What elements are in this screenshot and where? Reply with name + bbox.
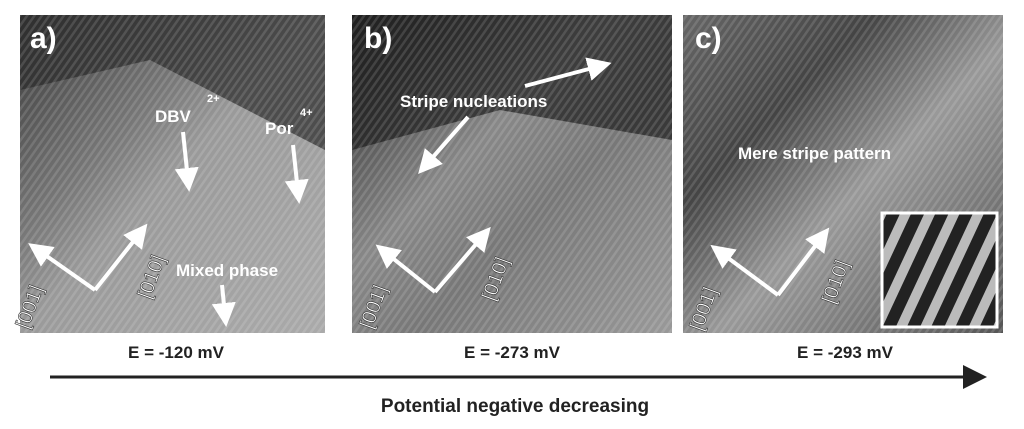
panel-label: a)	[30, 22, 57, 55]
axis-arrow	[776, 227, 830, 297]
panel-label: c)	[695, 22, 722, 55]
texture	[352, 15, 672, 333]
footer: Potential negative decreasing	[381, 396, 649, 417]
inset-image	[880, 211, 999, 329]
caption: E = -273 mV	[464, 343, 561, 362]
annotation: DBV	[155, 107, 192, 126]
annotation: Mere stripe pattern	[738, 144, 891, 163]
annotation: Mixed phase	[176, 261, 278, 280]
arrow	[418, 115, 470, 175]
panel-c: c) Mere stripe pattern [001] [010]	[683, 15, 1003, 334]
arrow	[284, 144, 309, 204]
panel-b: b) Stripe nucleations [001] [010]	[352, 15, 672, 333]
superscript: 4+	[300, 107, 313, 119]
axis-arrow	[710, 244, 780, 297]
superscript: 2+	[207, 93, 220, 105]
arrow	[211, 284, 236, 327]
axis-arrow	[28, 243, 97, 292]
annotation: Stripe nucleations	[400, 92, 547, 111]
axis-arrow	[375, 244, 437, 294]
panel-label: b)	[364, 22, 392, 55]
annotation: Por	[265, 119, 294, 138]
texture	[20, 15, 325, 333]
axis-arrow	[433, 226, 491, 294]
arrow	[174, 131, 199, 192]
axis-arrow	[93, 223, 148, 292]
arrow	[524, 57, 612, 88]
caption: E = -293 mV	[797, 343, 894, 362]
caption: E = -120 mV	[128, 343, 225, 362]
panel-a: a) DBV 2+ Por 4+ Mixed phase [001] [010]	[12, 15, 325, 333]
